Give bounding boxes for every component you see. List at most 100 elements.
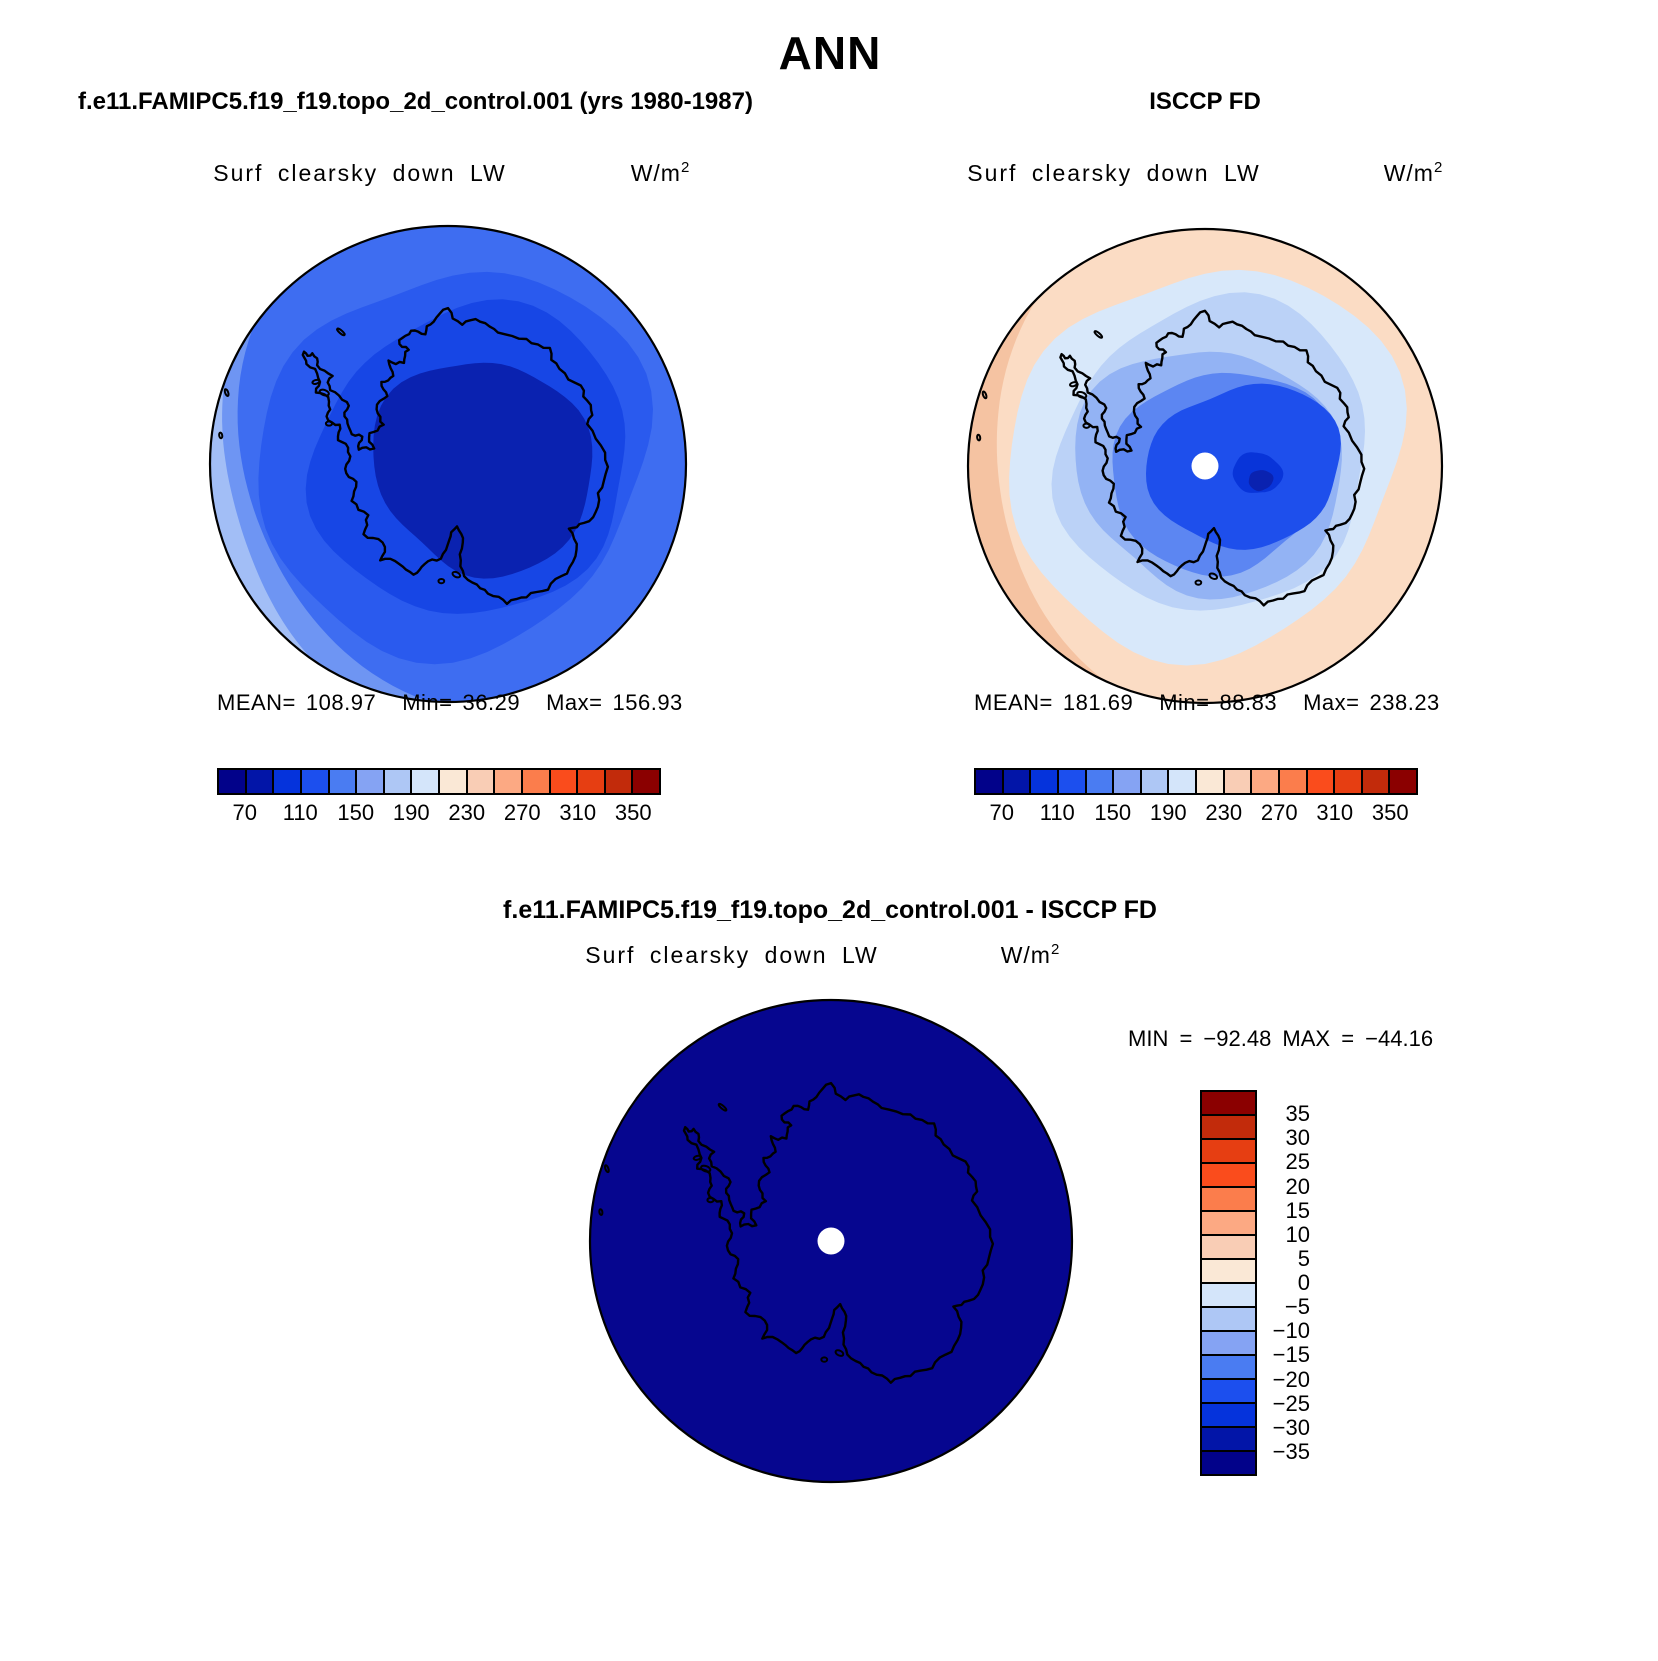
island-outline — [717, 1102, 728, 1112]
obs-units: W/m2 — [1384, 159, 1443, 187]
diff-colorbar-cell-11 — [1202, 1356, 1255, 1380]
diff-colorbar-cell-8 — [1202, 1284, 1255, 1308]
colorbar-cell-7 — [1169, 770, 1197, 793]
obs-mean-label: MEAN= — [974, 690, 1053, 715]
colorbar-cell-4 — [1086, 770, 1115, 793]
colorbar-tick: 350 — [614, 800, 652, 825]
colorbar-tick: 310 — [559, 800, 597, 825]
island-outline — [318, 388, 330, 397]
diff-colorbar-label: −10 — [1272, 1318, 1310, 1344]
colorbar-cell-11 — [1279, 770, 1308, 793]
map-boundary-circle — [588, 998, 1074, 1484]
colorbar-tick: 150 — [337, 800, 375, 825]
diff-map — [588, 998, 1074, 1484]
diff-colorbar-label: −30 — [1272, 1414, 1310, 1440]
colorbar-cell-3 — [301, 770, 330, 793]
colorbar-cell-15 — [633, 770, 659, 793]
colorbar-cell-6 — [1141, 770, 1170, 793]
diff-colorbar — [1200, 1090, 1257, 1476]
island-outline — [1082, 422, 1091, 429]
colorbar-tick: 110 — [282, 800, 318, 825]
colorbar-cell-12 — [1307, 770, 1336, 793]
diff-var-title: Surf clearsky down LW — [585, 942, 879, 968]
diff-colorbar-label: 35 — [1285, 1101, 1310, 1127]
colorbar-cell-11 — [522, 770, 551, 793]
antarctica-coastline — [1059, 309, 1366, 607]
obs-min-label: Min= — [1159, 690, 1210, 715]
diff-colorbar-cell-1 — [1202, 1116, 1255, 1140]
obs-stats: MEAN= 181.69 Min= 88.83 Max= 238.23 — [974, 690, 1440, 716]
island-outline — [451, 570, 462, 579]
island-outline — [834, 1349, 845, 1357]
diff-colorbar-cell-15 — [1202, 1452, 1255, 1474]
island-outline — [820, 1356, 829, 1363]
diff-header: f.e11.FAMIPC5.f19_f19.topo_2d_control.00… — [503, 896, 1157, 924]
contour-band-8 — [1248, 470, 1274, 492]
colorbar-cell-12 — [550, 770, 579, 793]
diff-colorbar-label: 30 — [1285, 1125, 1310, 1151]
contour-band-5 — [373, 362, 593, 579]
obs-mean-value: 181.69 — [1062, 690, 1134, 715]
obs-min-value: 88.83 — [1219, 690, 1278, 715]
diff-colorbar-cell-7 — [1202, 1260, 1255, 1284]
island-outline — [1208, 572, 1219, 580]
colorbar-tick: 350 — [1371, 800, 1409, 825]
model-max-label: Max= — [546, 690, 603, 715]
colorbar-cell-2 — [274, 770, 302, 793]
island-outline — [700, 1164, 712, 1173]
model-var-title: Surf clearsky down LW — [213, 160, 507, 186]
colorbar-tick: 150 — [1094, 800, 1132, 825]
diff-colorbar-label: 15 — [1285, 1197, 1310, 1223]
island-outline — [692, 1154, 702, 1161]
map-obs-layers — [968, 229, 1442, 703]
island-outline — [437, 577, 446, 585]
colorbar-cell-8 — [440, 770, 468, 793]
model-units-base: W/m — [630, 160, 681, 186]
model-min-value: 36.29 — [462, 690, 521, 715]
colorbar-tick: 190 — [392, 800, 430, 825]
colorbar-cell-3 — [1058, 770, 1087, 793]
island-outline — [336, 327, 346, 337]
colorbar-cell-14 — [605, 770, 634, 793]
colorbar-cell-1 — [246, 770, 275, 793]
diff-colorbar-cell-2 — [1202, 1140, 1255, 1164]
obs-max-value: 238.23 — [1369, 690, 1440, 715]
island-outline — [976, 433, 982, 442]
obs-units-exponent: 2 — [1433, 159, 1443, 176]
diff-colorbar-label: −20 — [1272, 1366, 1310, 1392]
figure-title: ANN — [778, 27, 882, 79]
diff-colorbar-cell-0 — [1202, 1092, 1255, 1116]
colorbar-cell-10 — [495, 770, 523, 793]
diff-colorbar-label: 25 — [1285, 1149, 1310, 1175]
diff-units-base: W/m — [1000, 942, 1051, 968]
colorbar-cell-6 — [384, 770, 413, 793]
colorbar-cell-5 — [357, 770, 385, 793]
model-mean-value: 108.97 — [305, 690, 377, 715]
island-outline — [1076, 390, 1088, 399]
obs-map — [966, 227, 1444, 705]
pole-missing-data-dot — [817, 1227, 845, 1255]
model-mean-label: MEAN= — [217, 690, 296, 715]
colorbar-tick: 230 — [1205, 800, 1243, 825]
colorbar-cell-14 — [1362, 770, 1391, 793]
colorbar-cell-13 — [578, 770, 606, 793]
colorbar-cell-5 — [1114, 770, 1142, 793]
model-units-exponent: 2 — [680, 159, 690, 176]
diff-units-exponent: 2 — [1050, 941, 1060, 958]
diff-minmax: MIN = −92.48 MAX = −44.16 — [1128, 1026, 1434, 1051]
model-case-header: f.e11.FAMIPC5.f19_f19.topo_2d_control.00… — [78, 88, 753, 115]
colorbar-cell-0 — [976, 770, 1004, 793]
diff-colorbar-cell-10 — [1202, 1332, 1255, 1356]
colorbar-cell-9 — [1224, 770, 1253, 793]
island-outline — [1194, 579, 1203, 586]
model-max-value: 156.93 — [612, 690, 683, 715]
obs-header: ISCCP FD — [1149, 88, 1261, 115]
island-outline — [223, 388, 230, 397]
diff-colorbar-cell-5 — [1202, 1212, 1255, 1236]
island-outline — [324, 420, 334, 427]
model-colorbar — [217, 768, 661, 795]
obs-max-label: Max= — [1303, 690, 1360, 715]
model-map — [208, 224, 688, 704]
colorbar-cell-9 — [467, 770, 496, 793]
